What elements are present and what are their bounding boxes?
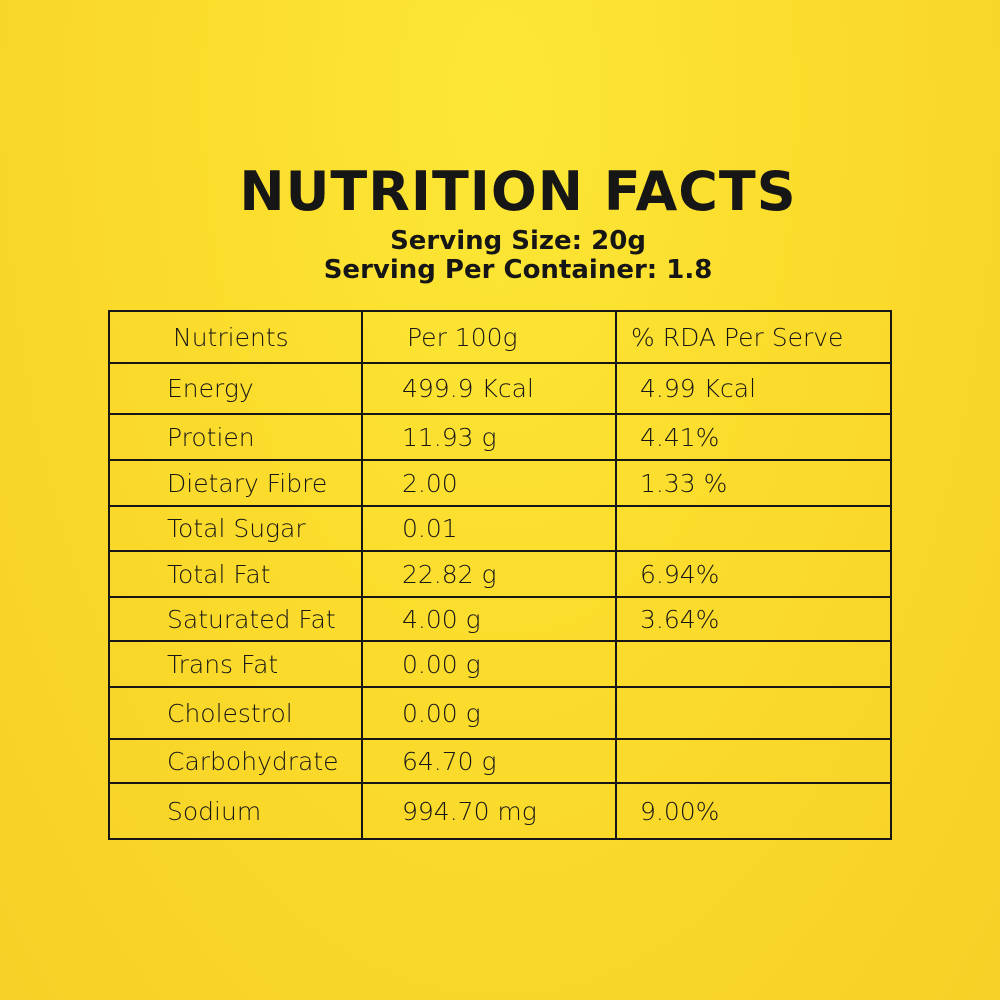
nutrient-name: Energy <box>110 364 363 413</box>
nutrient-name: Total Fat <box>110 552 363 596</box>
rda-value: 4.41% <box>640 422 720 452</box>
nutrient-name: Cholestrol <box>110 688 363 738</box>
per-100g-value: 22.82 g <box>363 552 617 596</box>
rda-value: 6.94% <box>640 559 720 589</box>
column-header-nutrients: Nutrients <box>110 312 363 362</box>
nutrient-name: Total Sugar <box>110 507 363 550</box>
rda-value: 4.99 Kcal <box>640 374 757 403</box>
per-100g-value: 11.93 g <box>363 415 617 459</box>
rda-value <box>617 740 890 782</box>
per-100g-value: 994.70 mg <box>363 784 617 838</box>
per-100g-value: 499.9 Kcal <box>363 364 617 413</box>
nutrient-name: Dietary Fibre <box>110 461 363 505</box>
per-100g-value: 64.70 g <box>363 740 617 782</box>
nutrient-name: Trans Fat <box>110 642 363 686</box>
page-title: NUTRITION FACTS <box>239 160 797 223</box>
table-row: Saturated Fat 4.00 g 3.64% <box>110 598 890 642</box>
column-header-rda: % RDA Per Serve <box>631 322 844 352</box>
nutrient-name: Carbohydrate <box>110 740 363 782</box>
rda-value: 9.00% <box>640 796 720 826</box>
per-100g-value: 4.00 g <box>363 598 617 640</box>
table-row: Sodium 994.70 mg 9.00% <box>110 784 890 838</box>
per-100g-value: 2.00 <box>363 461 617 505</box>
column-header-per-100g: Per 100g <box>363 312 617 362</box>
rda-value <box>617 642 890 686</box>
table-row: Cholestrol 0.00 g <box>110 688 890 740</box>
rda-value: 1.33 % <box>640 468 728 498</box>
nutrient-name: Protien <box>110 415 363 459</box>
per-100g-value: 0.00 g <box>363 642 617 686</box>
table-row: Protien 11.93 g 4.41% <box>110 415 890 461</box>
rda-value <box>617 688 890 738</box>
servings-per-container: Serving Per Container: 1.8 <box>323 255 713 285</box>
table-row: Dietary Fibre 2.00 1.33 % <box>110 461 890 507</box>
table-row: Total Sugar 0.01 <box>110 507 890 552</box>
nutrient-name: Saturated Fat <box>110 598 363 640</box>
table-row: Energy 499.9 Kcal 4.99 Kcal <box>110 364 890 415</box>
nutrition-table: Nutrients Per 100g % RDA Per Serve Energ… <box>108 310 892 840</box>
nutrient-name: Sodium <box>110 784 363 838</box>
table-row: Trans Fat 0.00 g <box>110 642 890 688</box>
table-header-row: Nutrients Per 100g % RDA Per Serve <box>110 312 890 364</box>
per-100g-value: 0.01 <box>363 507 617 550</box>
rda-value: 3.64% <box>640 604 720 634</box>
per-100g-value: 0.00 g <box>363 688 617 738</box>
rda-value <box>617 507 890 550</box>
table-row: Carbohydrate 64.70 g <box>110 740 890 784</box>
table-row: Total Fat 22.82 g 6.94% <box>110 552 890 598</box>
serving-size: Serving Size: 20g <box>390 226 646 256</box>
